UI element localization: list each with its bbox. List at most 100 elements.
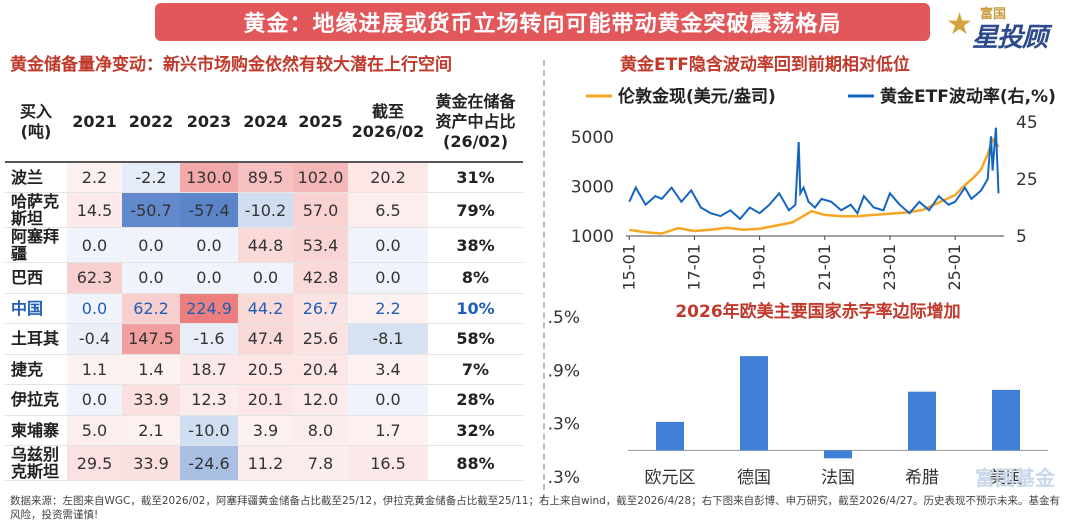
bar-chart-title: 2026年欧美主要国家赤字率边际增加: [675, 301, 960, 322]
table-row: 波兰 2.2 -2.2 130.0 89.5 102.0 20.2 31%: [5, 162, 523, 193]
category-label: 德国: [737, 468, 771, 488]
logo-main-text: 星投顾: [972, 23, 1048, 53]
share-cell: 7%: [428, 354, 523, 385]
value-cell: 7.8: [293, 445, 348, 481]
value-cell: 0.0: [67, 227, 122, 263]
value-cell: 44.8: [238, 227, 293, 263]
series-line: [629, 136, 1000, 235]
page-title: 黄金：地缘进展或货币立场转向可能带动黄金突破震荡格局: [155, 3, 930, 41]
deficit-bar-chart: 2026年欧美主要国家赤字率边际增加 1.5% 0.9% 0.3% -0.3% 欧元区 德国…: [548, 301, 1048, 488]
value-cell: 26.7: [293, 293, 348, 324]
value-cell: 147.5: [122, 323, 180, 355]
value-cell: 33.9: [122, 445, 180, 481]
column-header: 黄金在储备 资产中占比 (26/02): [428, 82, 523, 163]
value-cell: 2.1: [122, 415, 180, 446]
y-left-tick: 1000: [571, 227, 614, 247]
value-cell: 5.0: [67, 415, 122, 446]
bar: [656, 421, 684, 451]
legend-label: 伦敦金现(美元/盎司): [618, 86, 776, 107]
country-cell: 捷克: [5, 354, 67, 385]
value-cell: 29.5: [67, 445, 122, 481]
column-header: 2024: [238, 82, 293, 163]
share-cell: 88%: [428, 445, 523, 481]
value-cell: 47.4: [238, 323, 293, 355]
share-cell: 28%: [428, 384, 523, 416]
x-tick-label: 21-01: [815, 244, 834, 291]
value-cell: 25.6: [293, 323, 348, 355]
value-cell: 0.0: [122, 262, 180, 294]
column-header: 截至 2026/02: [348, 82, 428, 163]
value-cell: 16.5: [348, 445, 428, 481]
table-header-row: 买入 (吨) 2021 2022 2023 2024 2025 截至 2026/02 黄金在储…: [5, 82, 523, 163]
table-row: 柬埔寨 5.0 2.1 -10.0 3.9 8.0 1.7 32%: [5, 415, 523, 446]
brand-logo: ★ 富国 星投顾: [940, 3, 1075, 53]
country-cell: 伊拉克: [5, 384, 67, 416]
value-cell: 89.5: [238, 162, 293, 193]
country-cell: 乌兹别 克斯坦: [5, 445, 67, 481]
column-header: 2022: [122, 82, 180, 163]
table-row: 哈萨克 斯坦 14.5 -50.7 -57.4 -10.2 57.0 6.5 79%: [5, 192, 523, 228]
value-cell: 12.0: [293, 384, 348, 416]
value-cell: 0.0: [238, 262, 293, 294]
value-cell: -10.2: [238, 192, 293, 228]
value-cell: 130.0: [180, 162, 238, 193]
table-row: 阿塞拜 疆 0.0 0.0 0.0 44.8 53.4 0.0 38%: [5, 227, 523, 263]
category-label: 法国: [821, 468, 855, 488]
country-cell: 巴西: [5, 262, 67, 294]
value-cell: 20.1: [238, 384, 293, 416]
value-cell: 0.0: [67, 384, 122, 416]
value-cell: -1.6: [180, 323, 238, 355]
column-header: 2025: [293, 82, 348, 163]
value-cell: 20.2: [348, 162, 428, 193]
divider: [543, 60, 545, 500]
category-label: 美国: [989, 468, 1023, 488]
table-row: 乌兹别 克斯坦 29.5 33.9 -24.6 11.2 7.8 16.5 88%: [5, 445, 523, 481]
table-row: 巴西 62.3 0.0 0.0 0.0 42.8 0.0 8%: [5, 262, 523, 294]
bar: [992, 389, 1020, 451]
right-top-subtitle: 黄金ETF隐含波动率回到前期相对低位: [620, 55, 910, 75]
value-cell: 33.9: [122, 384, 180, 416]
value-cell: 8.0: [293, 415, 348, 446]
value-cell: 44.2: [238, 293, 293, 324]
value-cell: 0.0: [348, 227, 428, 263]
y-tick: 1.5%: [548, 308, 580, 328]
value-cell: 2.2: [67, 162, 122, 193]
value-cell: 224.9: [180, 293, 238, 324]
x-tick-label: 25-01: [945, 244, 964, 291]
value-cell: -50.7: [122, 192, 180, 228]
share-cell: 32%: [428, 415, 523, 446]
left-subtitle: 黄金储备量净变动：新兴市场购金依然有较大潜在上行空间: [10, 55, 452, 75]
country-cell: 柬埔寨: [5, 415, 67, 446]
value-cell: 2.2: [348, 293, 428, 324]
value-cell: 57.0: [293, 192, 348, 228]
bar: [824, 450, 852, 459]
y-tick: 0.3%: [548, 415, 580, 435]
value-cell: 6.5: [348, 192, 428, 228]
value-cell: 1.4: [122, 354, 180, 385]
column-header: 2023: [180, 82, 238, 163]
value-cell: -10.0: [180, 415, 238, 446]
logo-top-text: 富国: [980, 7, 1007, 22]
table-body: 波兰 2.2 -2.2 130.0 89.5 102.0 20.2 31% 哈萨克 斯坦 14.5…: [5, 162, 523, 481]
value-cell: 1.1: [67, 354, 122, 385]
watermark: 富国基金: [975, 466, 1055, 490]
value-cell: 0.0: [348, 384, 428, 416]
country-cell: 阿塞拜 疆: [5, 227, 67, 263]
value-cell: 20.5: [238, 354, 293, 385]
value-cell: 12.3: [180, 384, 238, 416]
value-cell: 0.0: [122, 227, 180, 263]
x-tick-label: 23-01: [880, 244, 899, 291]
share-cell: 38%: [428, 227, 523, 263]
value-cell: 0.0: [67, 293, 122, 324]
value-cell: 42.8: [293, 262, 348, 294]
value-cell: 0.0: [180, 227, 238, 263]
table-row: 捷克 1.1 1.4 18.7 20.5 20.4 3.4 7%: [5, 354, 523, 385]
value-cell: 53.4: [293, 227, 348, 263]
column-header: 2021: [67, 82, 122, 163]
y-tick: 0.9%: [548, 361, 580, 381]
country-cell: 中国: [5, 293, 67, 324]
value-cell: -0.4: [67, 323, 122, 355]
value-cell: -57.4: [180, 192, 238, 228]
y-left-tick: 3000: [571, 177, 614, 197]
